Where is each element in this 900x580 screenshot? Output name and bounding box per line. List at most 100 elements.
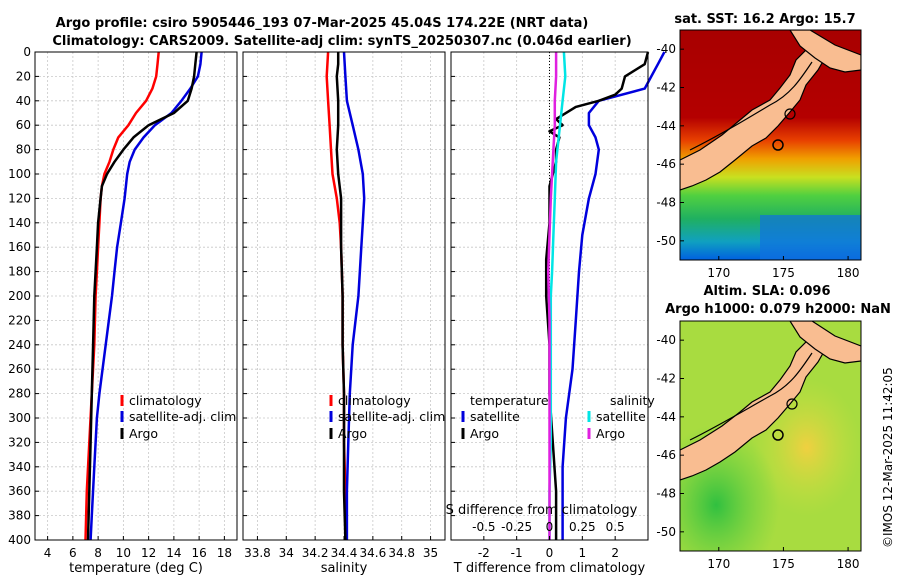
x-tick-label: -2 bbox=[478, 546, 490, 560]
contour-line bbox=[689, 352, 813, 441]
difference-panel: -2 -1 0 1 2T difference from climatology S di… bbox=[446, 51, 666, 576]
map-x-tick-label: 170 bbox=[707, 266, 730, 280]
sst-map-title: sat. SST: 16.2 Argo: 15.7 bbox=[674, 12, 855, 27]
top-tick-label: -0.25 bbox=[501, 520, 532, 534]
y-tick-label: 40 bbox=[16, 94, 31, 108]
x-tick-label: 14 bbox=[166, 546, 181, 560]
x-tick-label: 0 bbox=[546, 546, 554, 560]
legend-label-temp-satellite: satellite bbox=[470, 409, 520, 424]
y-tick-label: 60 bbox=[16, 118, 31, 132]
title-line2: Climatology: CARS2009. Satellite-adj cli… bbox=[52, 34, 631, 49]
top-tick-label: -0.5 bbox=[472, 520, 495, 534]
x-tick-label: 34.2 bbox=[302, 546, 329, 560]
legend-label-argo: Argo bbox=[338, 426, 367, 441]
x-tick-label: 34.4 bbox=[331, 546, 358, 560]
imos-credit: ©IMOS 12-Mar-2025 11:42:05 bbox=[881, 367, 895, 548]
sst-map-axes: 170 175 180 -40 -42 -44 -46 -48 -50 bbox=[656, 42, 859, 280]
map-y-tick-label: -42 bbox=[656, 372, 676, 386]
y-tick-label: 200 bbox=[8, 289, 31, 303]
map-y-tick-label: -50 bbox=[656, 234, 676, 248]
y-tick-label: 140 bbox=[8, 216, 31, 230]
map-x-tick-label: 175 bbox=[772, 557, 795, 571]
y-tick-label: 300 bbox=[8, 411, 31, 425]
sla-map-title-line1: Altim. SLA: 0.096 bbox=[704, 284, 831, 299]
x-tick-label: 1 bbox=[579, 546, 587, 560]
x-tick-label: 2 bbox=[611, 546, 619, 560]
y-tick-label: 180 bbox=[8, 265, 31, 279]
salinity-legend: climatology satellite-adj. clim Argo bbox=[329, 393, 445, 441]
salinity-panel: 33.8 34 34.2 34.4 34.6 34.8 35 salinity bbox=[242, 51, 446, 576]
y-tick-label: 280 bbox=[8, 387, 31, 401]
land-north-island bbox=[789, 321, 861, 364]
series-salinity-argo bbox=[546, 52, 558, 540]
map-y-tick-label: -44 bbox=[656, 410, 676, 424]
legend-title-temperature: temperature bbox=[470, 393, 549, 408]
contour-line bbox=[689, 61, 813, 151]
y-tick-label: 260 bbox=[8, 362, 31, 376]
legend-label-satellite-adj: satellite-adj. clim bbox=[338, 409, 445, 424]
top-tick-label: 0.25 bbox=[569, 520, 596, 534]
y-tick-label: 320 bbox=[8, 435, 31, 449]
sla-map: 170 175 180 -40 -42 -44 -46 -48 -50 bbox=[656, 320, 862, 571]
x-tick-label: 12 bbox=[141, 546, 156, 560]
map-x-tick-label: 170 bbox=[707, 557, 730, 571]
temperature-panel: 4 6 8 10 12 14 16 18 temperature (deg C) 0 20 40 60 8… bbox=[8, 45, 238, 576]
legend-label-sal-argo: Argo bbox=[596, 426, 625, 441]
land-north-island bbox=[789, 30, 861, 73]
map-y-tick-label: -48 bbox=[656, 487, 676, 501]
x-tick-label: 4 bbox=[44, 546, 52, 560]
y-tick-label: 340 bbox=[8, 460, 31, 474]
sst-map: 170 175 180 -40 -42 -44 -46 -48 -50 bbox=[656, 29, 862, 280]
temperature-legend: climatology satellite-adj. clim Argo bbox=[120, 393, 236, 441]
legend-label-satellite-adj: satellite-adj. clim bbox=[129, 409, 236, 424]
x-tick-label: -1 bbox=[511, 546, 523, 560]
y-tick-label: 380 bbox=[8, 509, 31, 523]
legend-label-climatology: climatology bbox=[338, 393, 411, 408]
difference-legend: temperature salinity satellite Argo sate… bbox=[461, 393, 655, 441]
y-tick-label: 0 bbox=[23, 45, 31, 59]
land-south-island bbox=[680, 47, 827, 191]
sst-map-frame bbox=[679, 29, 862, 261]
map-y-tick-label: -40 bbox=[656, 333, 676, 347]
x-tick-label: 16 bbox=[191, 546, 206, 560]
map-x-tick-label: 180 bbox=[837, 557, 860, 571]
top-tick-label: 0 bbox=[546, 520, 554, 534]
legend-label-argo: Argo bbox=[129, 426, 158, 441]
map-y-tick-label: -46 bbox=[656, 157, 676, 171]
series-argo bbox=[335, 52, 347, 541]
map-y-tick-label: -40 bbox=[656, 42, 676, 56]
title-line1: Argo profile: csiro 5905446_193 07-Mar-2… bbox=[56, 16, 589, 31]
x-axis-label: T difference from climatology bbox=[453, 561, 646, 576]
legend-label-climatology: climatology bbox=[129, 393, 202, 408]
series-salinity-satellite bbox=[548, 51, 567, 540]
x-tick-label: 10 bbox=[116, 546, 131, 560]
map-y-tick-label: -46 bbox=[656, 448, 676, 462]
y-tick-label: 120 bbox=[8, 191, 31, 205]
series-argo bbox=[86, 51, 198, 541]
x-axis-label: salinity bbox=[321, 561, 368, 576]
legend-title-salinity: salinity bbox=[610, 393, 655, 408]
series-satellite-adj-clim bbox=[89, 51, 203, 541]
y-tick-label: 20 bbox=[16, 69, 31, 83]
x-tick-label: 6 bbox=[69, 546, 77, 560]
legend-label-sal-satellite: satellite bbox=[596, 409, 646, 424]
y-tick-label: 400 bbox=[8, 533, 31, 547]
x-tick-label: 18 bbox=[217, 546, 232, 560]
top-tick-label: 0.5 bbox=[606, 520, 625, 534]
sla-map-frame bbox=[679, 320, 862, 552]
y-tick-label: 80 bbox=[16, 143, 31, 157]
feature-circle bbox=[786, 398, 798, 410]
sla-map-title-line2: Argo h1000: 0.079 h2000: NaN bbox=[665, 302, 891, 317]
sst-patch-blue bbox=[760, 215, 861, 260]
land-south-island bbox=[680, 339, 827, 481]
map-y-tick-label: -48 bbox=[656, 196, 676, 210]
map-y-tick-label: -50 bbox=[656, 525, 676, 539]
map-x-tick-label: 175 bbox=[772, 266, 795, 280]
x-axis-label: temperature (deg C) bbox=[69, 561, 203, 576]
argo-location-marker bbox=[772, 139, 784, 151]
sla-map-axes: 170 175 180 -40 -42 -44 -46 -48 -50 bbox=[656, 333, 859, 571]
map-y-tick-label: -42 bbox=[656, 81, 676, 95]
x-tick-label: 34 bbox=[279, 546, 294, 560]
top-axis-label: S difference from climatology bbox=[446, 503, 638, 518]
